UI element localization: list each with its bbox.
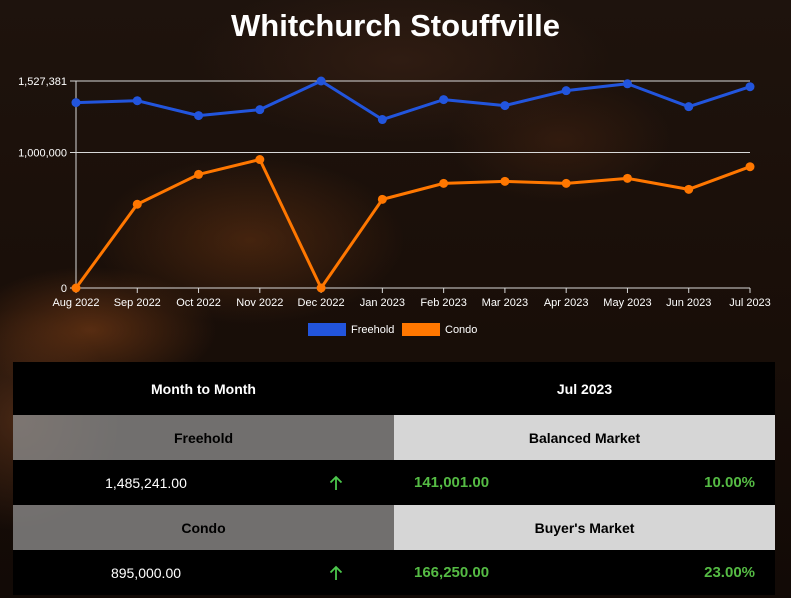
data-point[interactable] bbox=[71, 283, 81, 293]
page-title: Whitchurch Stouffville bbox=[231, 8, 560, 43]
data-point[interactable] bbox=[255, 155, 265, 165]
up-arrow-icon bbox=[329, 565, 347, 581]
x-tick-label: Jun 2023 bbox=[666, 297, 711, 309]
data-point[interactable] bbox=[71, 98, 81, 108]
freehold-data-row: 1,485,241.00 141,001.00 10.00% bbox=[13, 460, 775, 505]
market-status-label: Buyer's Market bbox=[394, 505, 775, 550]
data-point[interactable] bbox=[439, 178, 449, 188]
change-percent: 10.00% bbox=[704, 474, 755, 491]
data-point[interactable] bbox=[684, 184, 694, 194]
change-value: 166,250.00 bbox=[414, 564, 490, 581]
svg-text:Freehold: Freehold bbox=[351, 324, 394, 336]
x-tick-label: Nov 2022 bbox=[236, 297, 283, 309]
series-condo bbox=[71, 155, 755, 293]
x-tick-label: Sep 2022 bbox=[114, 297, 161, 309]
data-point[interactable] bbox=[377, 194, 387, 204]
data-point[interactable] bbox=[132, 199, 142, 209]
x-tick-label: Feb 2023 bbox=[420, 297, 466, 309]
x-tick-label: Mar 2023 bbox=[482, 297, 528, 309]
table-header-row: Month to Month Jul 2023 bbox=[13, 362, 775, 415]
property-type-label: Condo bbox=[13, 505, 394, 550]
x-axis-ticks: Aug 2022 Sep 2022 Oct 2022 Nov 2022 Dec 2022… bbox=[52, 288, 771, 309]
data-point[interactable] bbox=[194, 169, 204, 179]
x-tick-label: Oct 2022 bbox=[176, 297, 221, 309]
x-tick-label: Aug 2022 bbox=[52, 297, 99, 309]
data-point[interactable] bbox=[561, 86, 571, 96]
change-percent: 23.00% bbox=[704, 564, 755, 581]
data-point[interactable] bbox=[500, 101, 510, 111]
data-point[interactable] bbox=[622, 79, 632, 89]
y-tick-label: 0 bbox=[61, 283, 67, 295]
x-tick-label: May 2023 bbox=[603, 297, 651, 309]
data-point[interactable] bbox=[500, 176, 510, 186]
data-point[interactable] bbox=[745, 162, 755, 172]
x-tick-label: Jul 2023 bbox=[729, 297, 771, 309]
legend-item-condo[interactable]: Condo bbox=[402, 323, 477, 336]
data-point[interactable] bbox=[622, 173, 632, 183]
price-value: 1,485,241.00 bbox=[105, 474, 187, 491]
condo-data-row: 895,000.00 166,250.00 23.00% bbox=[13, 550, 775, 595]
chart-series bbox=[71, 76, 755, 293]
condo-section-row: Condo Buyer's Market bbox=[13, 505, 775, 550]
y-tick-label: 1,000,000 bbox=[18, 147, 67, 159]
legend-item-freehold[interactable]: Freehold bbox=[308, 323, 394, 336]
line-chart: 1,527,381 1,000,000 0 Aug 2022 Sep 2022 Oct … bbox=[18, 76, 771, 336]
freehold-section-row: Freehold Balanced Market bbox=[13, 415, 775, 460]
data-point[interactable] bbox=[132, 96, 142, 106]
y-tick-label: 1,527,381 bbox=[18, 76, 67, 88]
data-point[interactable] bbox=[316, 283, 326, 293]
chart-gridlines bbox=[70, 80, 750, 289]
summary-table: Month to Month Jul 2023 Freehold Balance… bbox=[13, 362, 775, 595]
y-axis-ticks: 1,527,381 1,000,000 0 bbox=[18, 76, 67, 295]
data-point[interactable] bbox=[377, 115, 387, 125]
change-value: 141,001.00 bbox=[414, 474, 490, 491]
data-point[interactable] bbox=[255, 105, 265, 115]
data-point[interactable] bbox=[561, 178, 571, 188]
data-point[interactable] bbox=[316, 76, 326, 86]
up-arrow-icon bbox=[329, 475, 347, 491]
chart-legend: Freehold Condo bbox=[308, 323, 477, 336]
data-point[interactable] bbox=[439, 95, 449, 105]
property-type-label: Freehold bbox=[13, 415, 394, 460]
market-status-label: Balanced Market bbox=[394, 415, 775, 460]
x-tick-label: Jan 2023 bbox=[360, 297, 405, 309]
x-tick-label: Apr 2023 bbox=[544, 297, 589, 309]
svg-text:Condo: Condo bbox=[445, 324, 477, 336]
data-point[interactable] bbox=[194, 111, 204, 121]
month-to-month-header: Month to Month bbox=[13, 362, 394, 415]
data-point[interactable] bbox=[684, 102, 694, 112]
data-point[interactable] bbox=[745, 82, 755, 92]
price-value: 895,000.00 bbox=[110, 564, 182, 581]
series-freehold bbox=[71, 76, 755, 125]
period-header: Jul 2023 bbox=[394, 362, 775, 415]
x-tick-label: Dec 2022 bbox=[298, 297, 345, 309]
